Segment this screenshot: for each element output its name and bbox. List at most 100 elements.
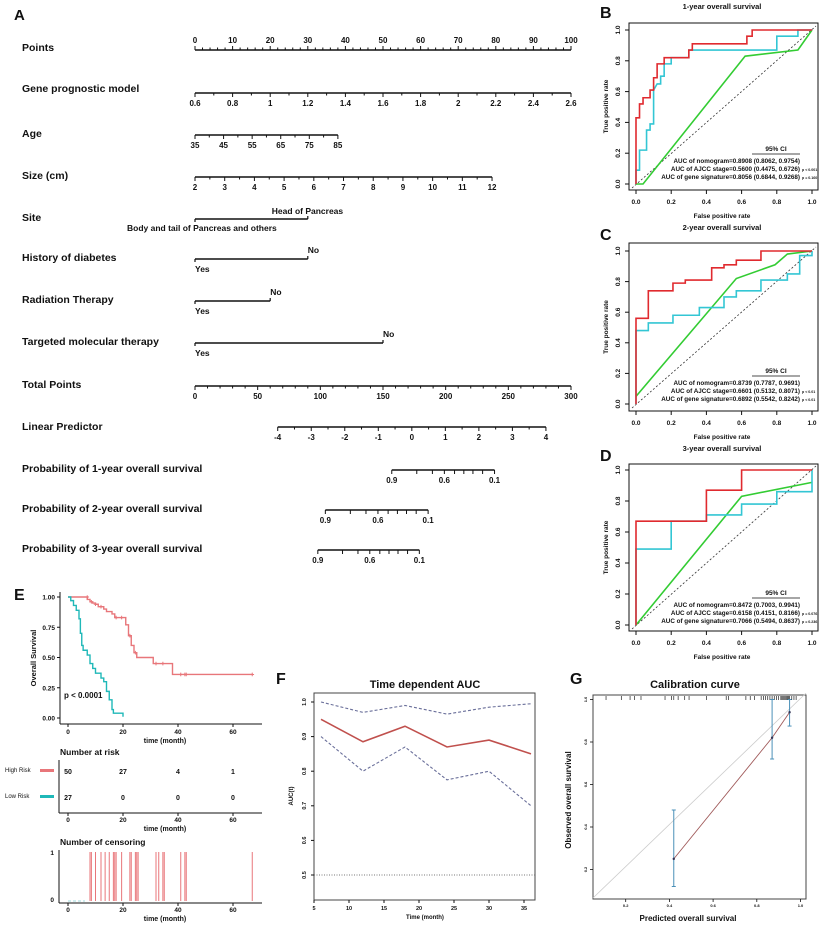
tick-label: 7 bbox=[341, 183, 346, 192]
y-axis-label: True positive rate bbox=[603, 79, 610, 133]
roc-curve-nomogram bbox=[635, 29, 812, 184]
x-tick-label: 40 bbox=[174, 729, 182, 736]
nomogram-row: Targeted molecular therapy Yes No bbox=[22, 329, 394, 358]
row-label: Targeted molecular therapy bbox=[22, 336, 159, 348]
row-label: Radiation Therapy bbox=[22, 294, 114, 306]
y-axis-label: Overall Survival bbox=[29, 630, 38, 687]
panel-label: E bbox=[14, 587, 25, 604]
censor-mark bbox=[128, 633, 132, 638]
row-label: Probability of 3-year overall survival bbox=[22, 543, 202, 555]
tick-label: 2 bbox=[456, 99, 461, 108]
tick-label: 0.6 bbox=[439, 476, 451, 485]
censor-mark bbox=[93, 602, 98, 607]
censor-mark bbox=[154, 661, 158, 666]
risk-count: 50 bbox=[64, 769, 72, 776]
tick-label: 0.8 bbox=[227, 99, 239, 108]
tick-label: 6 bbox=[312, 183, 317, 192]
panel-label: F bbox=[276, 671, 286, 688]
x-tick-label: 20 bbox=[119, 907, 127, 914]
x-tick-label: 0 bbox=[66, 817, 70, 824]
censor-mark bbox=[250, 672, 255, 677]
tick-label: 1.4 bbox=[340, 99, 352, 108]
tick-label: 0.9 bbox=[320, 516, 332, 525]
tick-label: -3 bbox=[308, 433, 316, 442]
diagonal-reference-line bbox=[631, 25, 817, 189]
x-axis-label: False positive rate bbox=[694, 654, 751, 661]
tick-label: 85 bbox=[333, 141, 342, 150]
level-label: Yes bbox=[195, 306, 210, 316]
tick-label: 70 bbox=[454, 36, 463, 45]
tick-label: 0.9 bbox=[312, 556, 324, 565]
y-tick-label: 0.2 bbox=[615, 148, 622, 157]
plot-frame bbox=[628, 463, 819, 632]
y-axis-label: True positive rate bbox=[603, 520, 610, 574]
risk-group-swatch bbox=[40, 769, 54, 772]
x-tick-label: 0.6 bbox=[737, 199, 746, 206]
x-tick-label: 25 bbox=[451, 906, 457, 912]
row-label: Site bbox=[22, 212, 41, 224]
nomogram-row: Radiation Therapy Yes No bbox=[22, 287, 282, 316]
chart-title: Time dependent AUC bbox=[370, 679, 481, 691]
roc-curve-ajcc bbox=[635, 481, 813, 626]
nomogram-row: Points 0 10 20 30 40 50 60 70 80 90 100 bbox=[22, 36, 578, 54]
y-tick-label: 0.4 bbox=[583, 823, 588, 829]
plot-frame bbox=[313, 692, 536, 901]
x-tick-label: 0.0 bbox=[631, 640, 640, 647]
chart-title: 2-year overall survival bbox=[683, 223, 762, 232]
tick-label: 4 bbox=[252, 183, 257, 192]
x-tick-label: 20 bbox=[119, 729, 127, 736]
legend-entry: AUC of nomogram=0.8472 (0.7003, 0.9941) bbox=[673, 602, 800, 609]
tick-label: 2 bbox=[477, 433, 482, 442]
y-tick-label: 1.0 bbox=[583, 696, 588, 702]
y-tick-label: 0.6 bbox=[583, 781, 588, 787]
nomogram-row: Age 35 45 55 65 75 85 bbox=[22, 128, 343, 150]
x-tick-label: 40 bbox=[174, 907, 182, 914]
p-value: p = 0.076 bbox=[802, 612, 817, 616]
level-label: Yes bbox=[195, 264, 210, 274]
y-tick-label: 0.0 bbox=[615, 179, 622, 188]
tick-label: 9 bbox=[401, 183, 406, 192]
row-label: Total Points bbox=[22, 379, 81, 391]
y-tick-label: 0.4 bbox=[615, 558, 622, 567]
tick-label: -2 bbox=[341, 433, 349, 442]
nomogram-row: Total Points 0 50 100 150 200 250 300 bbox=[22, 379, 578, 401]
tick-label: 30 bbox=[303, 36, 312, 45]
y-tick-label: 0.75 bbox=[42, 625, 55, 632]
x-tick-label: 0.2 bbox=[667, 199, 676, 206]
y-tick-label: 0.2 bbox=[615, 369, 622, 378]
x-axis-label: time (month) bbox=[144, 916, 186, 923]
x-tick-label: 40 bbox=[174, 817, 182, 824]
level-label: Head of Pancreas bbox=[272, 206, 344, 216]
tick-label: 50 bbox=[253, 392, 262, 401]
x-axis-label: time (month) bbox=[144, 826, 186, 833]
risk-count: 27 bbox=[64, 795, 72, 802]
nomogram-row: Probability of 1-year overall survival 0.… bbox=[22, 463, 501, 485]
tick-label: 20 bbox=[266, 36, 275, 45]
p-value: p < 0.001 bbox=[802, 168, 817, 172]
roc-curve-ajcc bbox=[636, 29, 813, 185]
plot-frame bbox=[628, 242, 819, 412]
tick-label: 1.2 bbox=[302, 99, 314, 108]
x-tick-label: 1.0 bbox=[807, 420, 816, 427]
p-value: p < 0.01 bbox=[802, 398, 815, 402]
row-label: Probability of 2-year overall survival bbox=[22, 503, 202, 515]
panel-b-roc-1-year: B 1-year overall survival 0.0 0.0 0.2 0.2 0.4 0… bbox=[600, 2, 819, 220]
tick-label: 8 bbox=[371, 183, 376, 192]
tick-label: 0.9 bbox=[386, 476, 398, 485]
nomogram-row: Size (cm) 2 3 4 5 6 7 8 9 10 11 12 bbox=[22, 170, 497, 192]
tick-label: 45 bbox=[219, 141, 228, 150]
legend-entry: AUC of gene signature=0.6892 (0.5542, 0.… bbox=[661, 396, 800, 403]
panel-label: G bbox=[570, 671, 582, 688]
tick-label: 5 bbox=[282, 183, 287, 192]
tick-label: 55 bbox=[248, 141, 257, 150]
tick-label: 65 bbox=[276, 141, 285, 150]
risk-count: 0 bbox=[176, 795, 180, 802]
upper-line bbox=[320, 701, 532, 715]
y-tick-label: 0.8 bbox=[615, 277, 622, 286]
tick-label: 75 bbox=[305, 141, 314, 150]
x-tick-label: 5 bbox=[312, 906, 315, 912]
y-tick-label: 0.0 bbox=[615, 620, 622, 629]
tick-label: 35 bbox=[191, 141, 200, 150]
x-tick-label: 20 bbox=[119, 817, 127, 824]
